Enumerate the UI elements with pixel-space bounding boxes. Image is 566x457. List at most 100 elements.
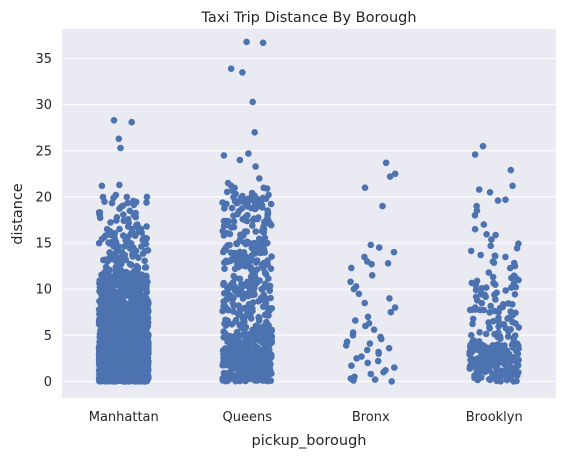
data-point [221, 320, 228, 328]
data-point [113, 291, 120, 299]
data-point [108, 368, 116, 375]
data-point [243, 217, 251, 225]
data-point [505, 314, 513, 322]
data-point [495, 317, 502, 325]
data-point [126, 207, 134, 215]
data-point [224, 338, 231, 345]
data-point [138, 302, 146, 310]
data-point [253, 266, 261, 273]
data-point [515, 324, 523, 331]
data-point [101, 374, 109, 382]
data-point [355, 290, 363, 298]
data-point [233, 199, 241, 207]
data-point [123, 193, 131, 201]
data-point [367, 241, 375, 249]
data-point [471, 151, 479, 158]
x-axis-label: pickup_borough [252, 433, 367, 449]
data-point [364, 359, 372, 367]
data-point [127, 230, 134, 238]
data-point [236, 156, 244, 164]
data-point [391, 364, 398, 371]
data-point [500, 321, 508, 328]
data-point [471, 359, 478, 366]
data-point [261, 234, 269, 242]
data-point [116, 323, 123, 331]
data-point [236, 258, 243, 265]
data-point [113, 214, 121, 221]
data-point [374, 357, 382, 365]
data-point [491, 252, 499, 259]
data-point [477, 251, 485, 259]
data-point [113, 301, 121, 308]
data-point [145, 299, 152, 307]
data-point [144, 247, 152, 254]
data-point [248, 244, 256, 252]
data-point [486, 309, 494, 316]
data-point [122, 336, 129, 343]
data-point [248, 290, 256, 298]
data-point [489, 371, 496, 379]
data-point [489, 273, 497, 281]
data-point [133, 270, 141, 277]
data-point [246, 358, 253, 365]
data-point [474, 366, 482, 374]
data-point [475, 186, 483, 193]
data-point [348, 264, 355, 272]
data-point [262, 295, 270, 302]
data-point [141, 292, 148, 300]
data-point [130, 197, 137, 205]
data-point [257, 348, 265, 355]
data-point [125, 283, 133, 290]
data-point [115, 135, 123, 143]
data-point [351, 373, 358, 381]
data-point [348, 362, 355, 370]
data-point [264, 377, 272, 385]
data-point [220, 301, 228, 309]
data-point [97, 363, 104, 370]
data-point [221, 265, 228, 273]
data-point [259, 39, 267, 47]
data-point [468, 349, 475, 357]
data-point [233, 240, 241, 248]
data-point [121, 251, 129, 259]
data-point [511, 262, 519, 270]
data-point [250, 249, 258, 257]
data-point [138, 332, 145, 340]
data-point [224, 258, 231, 266]
data-point [493, 377, 501, 385]
data-point [511, 291, 519, 298]
data-point [258, 227, 266, 235]
data-point [264, 207, 271, 214]
data-point [469, 320, 476, 328]
data-point [130, 299, 138, 307]
data-point [467, 343, 474, 351]
x-tick-label: Manhattan [89, 410, 159, 425]
data-point [141, 257, 148, 265]
data-point [486, 189, 494, 196]
data-point [123, 367, 131, 375]
data-point [233, 350, 240, 357]
data-point [108, 339, 116, 347]
data-point [106, 249, 113, 256]
data-point [468, 331, 475, 339]
data-point [96, 211, 103, 218]
data-point [122, 276, 130, 283]
data-point [239, 295, 247, 302]
y-tick-label: 35 [35, 52, 52, 67]
data-point [116, 254, 124, 262]
data-point [98, 329, 106, 337]
data-point [108, 199, 116, 207]
data-point [138, 348, 145, 356]
data-point [483, 231, 490, 238]
data-point [499, 301, 507, 308]
data-point [106, 282, 113, 289]
data-point [99, 317, 107, 325]
data-point [237, 362, 245, 370]
data-point [361, 299, 369, 307]
data-point [115, 374, 122, 381]
data-point [261, 249, 269, 256]
data-point [507, 166, 515, 174]
data-point [512, 368, 519, 376]
data-point [107, 219, 114, 226]
data-point [515, 240, 522, 247]
